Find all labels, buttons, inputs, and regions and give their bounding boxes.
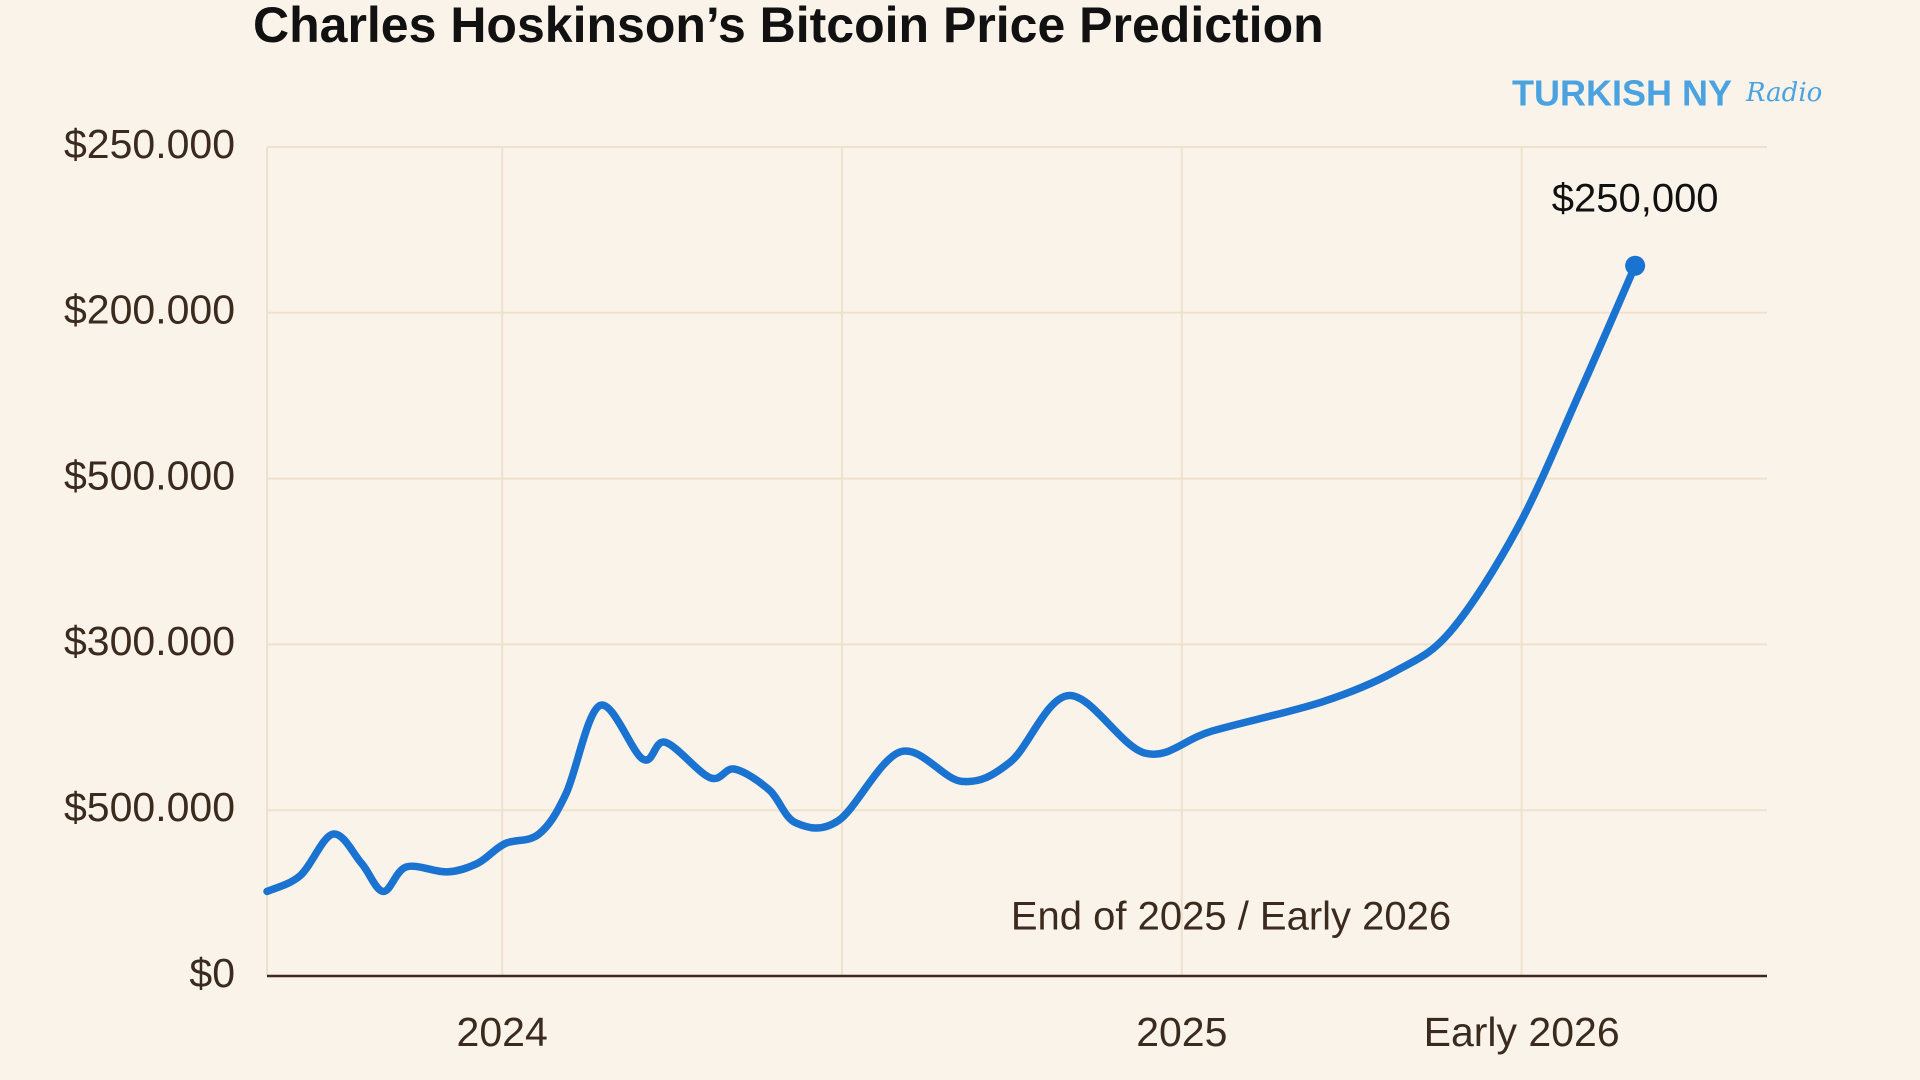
price-line	[263, 261, 1639, 896]
grid	[266, 146, 1767, 976]
y-tick-label: $500.000	[64, 784, 235, 830]
x-tick-label: 2024	[457, 1009, 548, 1055]
annotation: End of 2025 / Early 2026	[1011, 895, 1451, 939]
x-tick-label: 2025	[1136, 1009, 1227, 1055]
y-tick-label: $200.000	[64, 287, 235, 333]
plot	[263, 255, 1646, 896]
y-tick-label: $0	[189, 950, 235, 996]
x-tick-label: Early 2026	[1424, 1009, 1620, 1055]
y-tick-label: $500.000	[64, 452, 235, 498]
end-point	[1625, 255, 1646, 276]
y-tick-label: $300.000	[64, 618, 235, 664]
watermark-script: Radio	[1745, 78, 1822, 108]
watermark: TURKISH NY	[1512, 73, 1732, 114]
chart-title: Charles Hoskinson’s Bitcoin Price Predic…	[253, 0, 1324, 53]
end-label: $250,000	[1552, 176, 1719, 220]
y-tick-label: $250.000	[64, 121, 235, 167]
